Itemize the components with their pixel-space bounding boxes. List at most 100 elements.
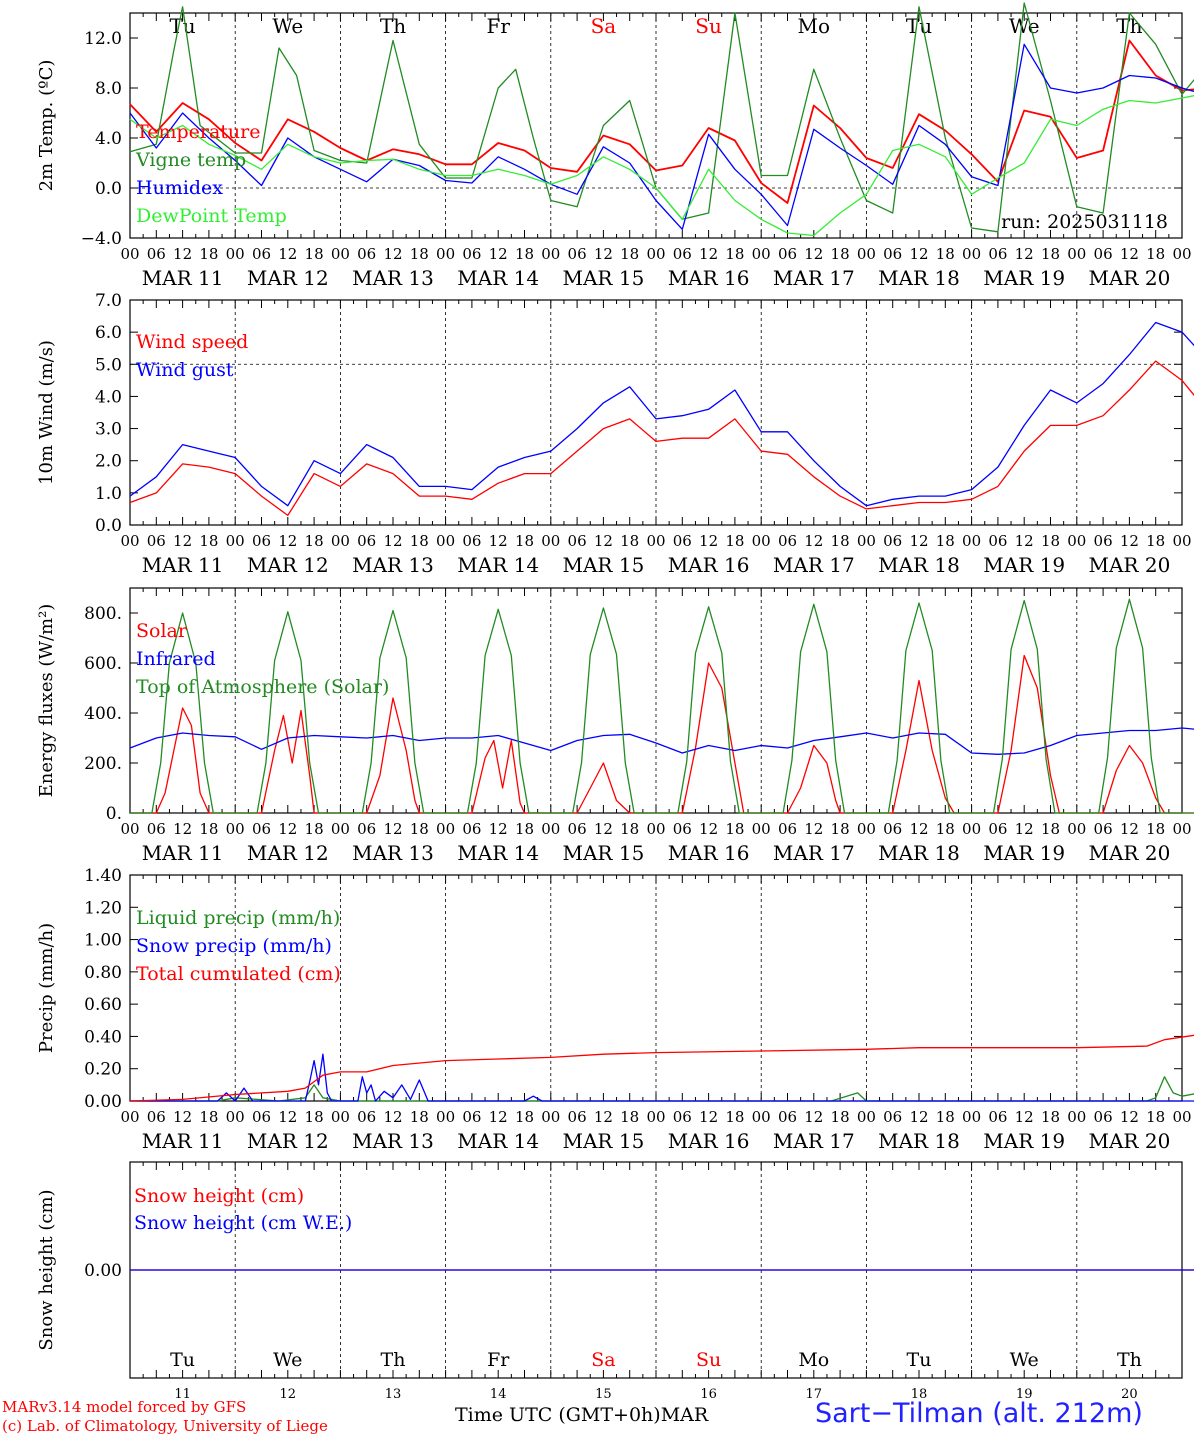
y-tick-label: 6.0 xyxy=(95,323,122,343)
x-tick-label: 18 xyxy=(1146,820,1165,838)
x-tick-label: 12 xyxy=(804,1108,823,1126)
x-tick-label: 06 xyxy=(568,820,587,838)
x-tick-label: 12 xyxy=(1120,245,1139,263)
x-tick-label: 18 xyxy=(620,245,639,263)
legend-entry: Snow height (cm) xyxy=(134,1185,304,1207)
legend-entry: Temperature xyxy=(136,121,260,143)
series-line-wind-speed xyxy=(129,360,1194,517)
x-tick-label: 06 xyxy=(462,532,481,550)
legend-entry: Snow height (cm W.E.) xyxy=(134,1212,352,1234)
x-tick-label: 06 xyxy=(778,532,797,550)
day-name: Sa xyxy=(591,14,617,38)
x-tick-label: 18 xyxy=(831,532,850,550)
x-tick-label: 12 xyxy=(594,1108,613,1126)
x-tick-label: 06 xyxy=(988,532,1007,550)
date-label: MAR 14 xyxy=(457,266,539,290)
x-tick-label: 00 xyxy=(331,820,350,838)
day-number: 15 xyxy=(595,1387,612,1402)
x-tick-label: 18 xyxy=(936,245,955,263)
x-tick-label: 12 xyxy=(1120,1108,1139,1126)
x-tick-label: 18 xyxy=(515,820,534,838)
x-tick-label: 00 xyxy=(646,820,665,838)
x-tick-label: 12 xyxy=(909,1108,928,1126)
date-label: MAR 18 xyxy=(878,1129,960,1153)
y-tick-label: 1.00 xyxy=(84,931,122,951)
day-number: 17 xyxy=(806,1387,823,1402)
date-label: MAR 18 xyxy=(878,266,960,290)
y-tick-label: 400. xyxy=(84,704,122,724)
x-tick-label: 06 xyxy=(883,532,902,550)
date-label: MAR 17 xyxy=(773,266,855,290)
day-name: Su xyxy=(695,14,722,38)
x-tick-label: 00 xyxy=(541,1108,560,1126)
x-tick-label: 12 xyxy=(383,245,402,263)
date-label: MAR 11 xyxy=(142,841,224,865)
x-tick-label: 06 xyxy=(673,820,692,838)
x-tick-label: 00 xyxy=(226,532,245,550)
series-line-wind-gust xyxy=(129,321,1194,507)
x-tick-label: 00 xyxy=(857,820,876,838)
x-tick-label: 18 xyxy=(620,532,639,550)
x-tick-label: 06 xyxy=(462,245,481,263)
day-name: We xyxy=(1010,1349,1039,1371)
x-tick-label: 18 xyxy=(1041,245,1060,263)
x-tick-label: 06 xyxy=(883,1108,902,1126)
time-axis-label: Time UTC (GMT+0h)MAR xyxy=(455,1404,708,1426)
date-label: MAR 17 xyxy=(773,553,855,577)
x-tick-label: 00 xyxy=(962,532,981,550)
x-tick-label: 06 xyxy=(778,820,797,838)
x-tick-label: 12 xyxy=(173,1108,192,1126)
x-tick-label: 18 xyxy=(620,820,639,838)
x-tick-label: 00 xyxy=(226,1108,245,1126)
x-tick-label: 06 xyxy=(673,245,692,263)
x-tick-label: 06 xyxy=(568,245,587,263)
x-tick-label: 00 xyxy=(120,820,139,838)
x-tick-label: 00 xyxy=(646,245,665,263)
date-label: MAR 20 xyxy=(1089,1129,1171,1153)
x-tick-label: 00 xyxy=(962,245,981,263)
date-label: MAR 13 xyxy=(352,266,434,290)
x-tick-label: 00 xyxy=(857,245,876,263)
x-tick-label: 12 xyxy=(383,820,402,838)
x-tick-label: 18 xyxy=(305,245,324,263)
y-axis-label: Precip (mm/h) xyxy=(36,923,57,1053)
day-name: Th xyxy=(381,1349,406,1371)
x-tick-label: 18 xyxy=(725,245,744,263)
x-tick-label: 06 xyxy=(252,532,271,550)
x-tick-label: 00 xyxy=(120,1108,139,1126)
date-label: MAR 18 xyxy=(878,841,960,865)
x-tick-label: 06 xyxy=(1094,245,1113,263)
panel-5: 0.00 Snow height (cm) Tu 11 We 12 Th 13 Fr 14 Sa 15… xyxy=(36,1161,1194,1402)
y-tick-label: 5.0 xyxy=(95,355,122,375)
x-tick-label: 00 xyxy=(962,1108,981,1126)
y-tick-label: 4.0 xyxy=(95,129,122,149)
date-label: MAR 20 xyxy=(1089,841,1171,865)
x-tick-label: 06 xyxy=(147,820,166,838)
lab-credit: (c) Lab. of Climatology, University of L… xyxy=(2,1417,328,1435)
x-tick-label: 18 xyxy=(1146,532,1165,550)
x-tick-label: 12 xyxy=(699,820,718,838)
x-tick-label: 06 xyxy=(147,532,166,550)
y-tick-label: 8.0 xyxy=(95,79,122,99)
x-tick-label: 06 xyxy=(462,820,481,838)
date-label: MAR 12 xyxy=(247,1129,329,1153)
x-tick-label: 18 xyxy=(1041,532,1060,550)
date-label: MAR 16 xyxy=(668,553,750,577)
y-tick-label: 0.40 xyxy=(84,1027,122,1047)
y-tick-label: 0.00 xyxy=(84,1092,122,1112)
date-label: MAR 16 xyxy=(668,841,750,865)
y-tick-label: 0.00 xyxy=(84,1261,122,1281)
series-line-dewpoint-temp xyxy=(129,95,1194,237)
date-label: MAR 15 xyxy=(563,841,645,865)
x-tick-label: 18 xyxy=(725,532,744,550)
date-label: MAR 14 xyxy=(457,841,539,865)
y-tick-label: 0.0 xyxy=(95,516,122,536)
x-tick-label: 00 xyxy=(1067,1108,1086,1126)
x-tick-label: 12 xyxy=(699,245,718,263)
day-number: 12 xyxy=(280,1387,297,1402)
x-tick-label: 12 xyxy=(489,245,508,263)
x-tick-label: 06 xyxy=(1094,820,1113,838)
date-label: MAR 19 xyxy=(983,553,1065,577)
x-tick-label: 00 xyxy=(646,532,665,550)
x-tick-label: 12 xyxy=(278,245,297,263)
